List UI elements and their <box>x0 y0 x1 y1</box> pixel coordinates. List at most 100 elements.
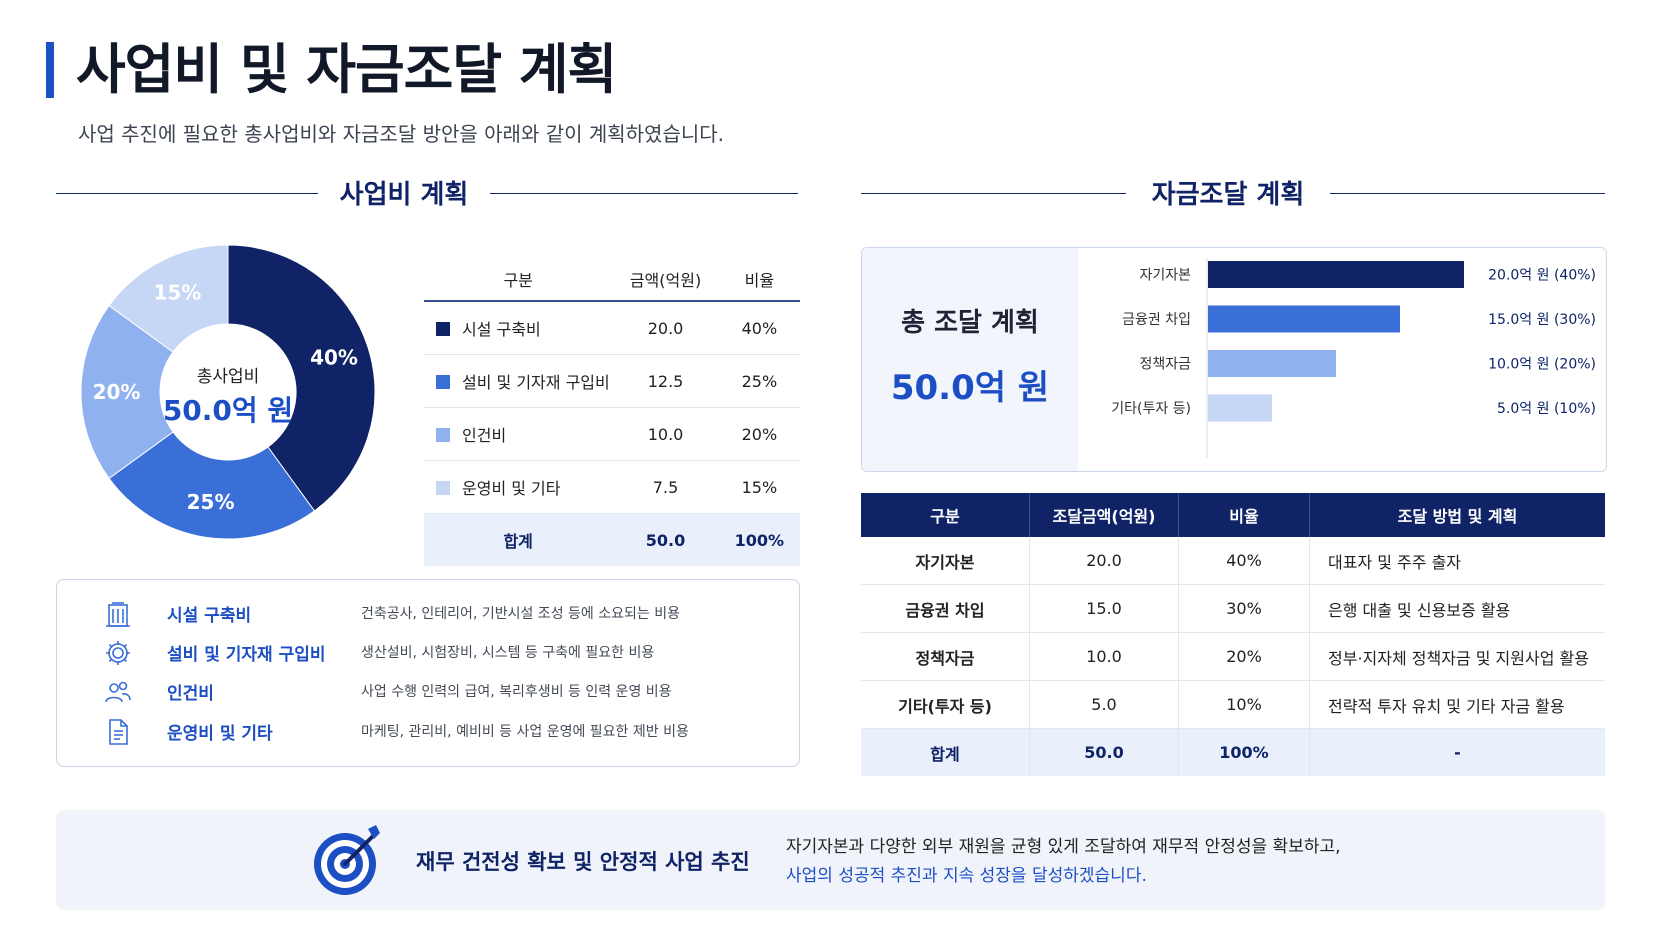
funding-summary-value: 50.0억 원 <box>890 368 1050 408</box>
cost-row-ratio: 25% <box>718 354 800 408</box>
donut-slice <box>108 431 316 540</box>
bar-category-label: 기타(투자 등) <box>1111 401 1191 417</box>
cost-row-label: 설비 및 기자재 구입비 <box>424 354 613 408</box>
desc-name: 운영비 및 기타 <box>167 724 273 744</box>
fund-total-category: 합계 <box>861 728 1030 776</box>
funding-section-title: 자금조달 계획 <box>1151 180 1305 210</box>
donut-slice-label: 20% <box>93 380 141 404</box>
fund-row-category: 금융권 차입 <box>861 584 1030 633</box>
title-accent-bar <box>46 42 54 98</box>
funding-bar <box>1208 394 1272 422</box>
fund-row-method: 은행 대출 및 신용보증 활용 <box>1309 584 1605 633</box>
bar-category-label: 자기자본 <box>1139 268 1191 284</box>
fund-row-ratio: 30% <box>1178 584 1310 633</box>
cost-row-label: 인건비 <box>424 407 613 461</box>
cost-row-ratio: 40% <box>718 301 800 355</box>
fund-row-category: 기타(투자 등) <box>861 680 1030 729</box>
gear-icon <box>106 641 130 665</box>
fund-header-amount: 조달금액(억원) <box>1029 493 1179 537</box>
list-item: 설비 및 기자재 구입비 생산설비, 시험장비, 시스템 등 구축에 필요한 비… <box>57 632 799 672</box>
fund-row-ratio: 40% <box>1178 537 1310 585</box>
banner-text-line1: 자기자본과 다양한 외부 재원을 균형 있게 조달하여 재무적 안정성을 확보하… <box>786 837 1341 857</box>
desc-name: 시설 구축비 <box>167 606 252 626</box>
cost-row-amount: 7.5 <box>612 460 719 514</box>
cost-row-label: 시설 구축비 <box>424 301 613 355</box>
page-title: 사업비 및 자금조달 계획 <box>76 38 617 101</box>
fund-row-category: 자기자본 <box>861 537 1030 585</box>
fund-row-method: 대표자 및 주주 출자 <box>1309 537 1605 585</box>
bar-category-label: 금융권 차입 <box>1122 312 1191 328</box>
table-row: 금융권 차입 15.0 30% 은행 대출 및 신용보증 활용 <box>861 584 1605 633</box>
desc-text: 사업 수행 인력의 급여, 복리후생비 등 인력 운영 비용 <box>361 684 672 700</box>
funding-bar-chart: 자기자본 20.0억 원 (40%) 금융권 차입 15.0억 원 (30%) 정책자금… <box>1111 258 1596 458</box>
target-icon <box>314 825 380 895</box>
donut-slice-label: 25% <box>187 490 235 514</box>
fund-header-category: 구분 <box>861 493 1030 537</box>
donut-hole <box>161 325 295 459</box>
cost-row-label: 운영비 및 기타 <box>424 460 613 514</box>
desc-name: 인건비 <box>167 684 214 704</box>
funding-summary-panel: 총 조달 계획 50.0억 원 <box>862 248 1078 471</box>
donut-center-label: 총사업비 <box>197 367 260 387</box>
cost-header-category: 구분 <box>424 258 613 302</box>
cost-description-box: 시설 구축비 건축공사, 인테리어, 기반시설 조성 등에 소요되는 비용 설비… <box>56 579 800 767</box>
legend-swatch <box>436 428 450 442</box>
table-total-row: 합계 50.0 100% <box>424 513 800 566</box>
donut-slice <box>80 304 174 480</box>
cost-table: 구분 금액(억원) 비율 시설 구축비 20.0 40% 설비 및 기자재 구입… <box>424 258 800 566</box>
list-item: 인건비 사업 수행 인력의 급여, 복리후생비 등 인력 운영 비용 <box>57 671 799 711</box>
desc-text: 마케팅, 관리비, 예비비 등 사업 운영에 필요한 제반 비용 <box>361 724 689 740</box>
section-divider-right-2 <box>1330 193 1605 194</box>
desc-text: 생산설비, 시험장비, 시스템 등 구축에 필요한 비용 <box>361 645 655 661</box>
list-item: 운영비 및 기타 마케팅, 관리비, 예비비 등 사업 운영에 필요한 제반 비… <box>57 711 799 751</box>
section-divider-left-2 <box>490 193 798 194</box>
bar-value-label: 15.0억 원 (30%) <box>1488 312 1596 328</box>
fund-row-ratio: 20% <box>1178 632 1310 681</box>
summary-banner <box>56 810 1605 910</box>
fund-row-amount: 15.0 <box>1029 584 1179 633</box>
cost-table-header: 구분 금액(억원) 비율 <box>424 258 800 302</box>
table-row: 자기자본 20.0 40% 대표자 및 주주 출자 <box>861 537 1605 585</box>
banner-text-line2: 사업의 성공적 추진과 지속 성장을 달성하겠습니다. <box>786 866 1147 886</box>
fund-header-method: 조달 방법 및 계획 <box>1309 493 1605 537</box>
fund-header-ratio: 비율 <box>1178 493 1310 537</box>
funding-bar <box>1208 350 1336 377</box>
document-icon <box>109 719 128 745</box>
cost-section-title: 사업비 계획 <box>339 180 469 210</box>
table-total-row: 합계 50.0 100% - <box>861 728 1605 776</box>
cost-row-amount: 12.5 <box>612 354 719 408</box>
cost-header-ratio: 비율 <box>718 258 800 302</box>
desc-text: 건축공사, 인테리어, 기반시설 조성 등에 소요되는 비용 <box>361 606 680 622</box>
cost-total-amount: 50.0 <box>612 513 719 566</box>
donut-slice-label: 15% <box>153 281 201 305</box>
bar-category-label: 정책자금 <box>1139 357 1191 373</box>
cost-row-ratio: 15% <box>718 460 800 514</box>
desc-name: 설비 및 기자재 구입비 <box>167 645 326 665</box>
fund-row-amount: 10.0 <box>1029 632 1179 681</box>
legend-swatch <box>436 322 450 336</box>
donut-center-value: 50.0억 원 <box>163 394 293 427</box>
fund-row-amount: 20.0 <box>1029 537 1179 585</box>
fund-row-category: 정책자금 <box>861 632 1030 681</box>
table-row: 정책자금 10.0 20% 정부·지자체 정책자금 및 지원사업 활용 <box>861 632 1605 681</box>
cost-row-ratio: 20% <box>718 407 800 461</box>
people-icon <box>105 681 131 703</box>
funding-summary-box: 총 조달 계획 50.0억 원 자기자본 20.0억 원 (40%) 금융권 차입 1… <box>861 247 1607 472</box>
donut-slice <box>227 244 376 512</box>
table-row: 설비 및 기자재 구입비 12.5 25% <box>424 354 800 408</box>
fund-row-method: 정부·지자체 정책자금 및 지원사업 활용 <box>1309 632 1605 681</box>
fund-row-amount: 5.0 <box>1029 680 1179 729</box>
page-subtitle: 사업 추진에 필요한 총사업비와 자금조달 방안을 아래와 같이 계획하였습니다… <box>78 122 725 146</box>
section-divider-left <box>56 193 318 194</box>
banner-title: 재무 건전성 확보 및 안정적 사업 추진 <box>416 850 750 874</box>
fund-total-method: - <box>1309 728 1605 776</box>
cost-row-amount: 10.0 <box>612 407 719 461</box>
table-row: 인건비 10.0 20% <box>424 407 800 461</box>
section-divider-right <box>861 193 1126 194</box>
funding-bar <box>1208 261 1464 288</box>
table-row: 시설 구축비 20.0 40% <box>424 301 800 355</box>
building-icon <box>106 602 130 627</box>
table-row: 운영비 및 기타 7.5 15% <box>424 460 800 514</box>
cost-total-ratio: 100% <box>718 513 800 566</box>
bar-value-label: 20.0억 원 (40%) <box>1488 268 1596 284</box>
